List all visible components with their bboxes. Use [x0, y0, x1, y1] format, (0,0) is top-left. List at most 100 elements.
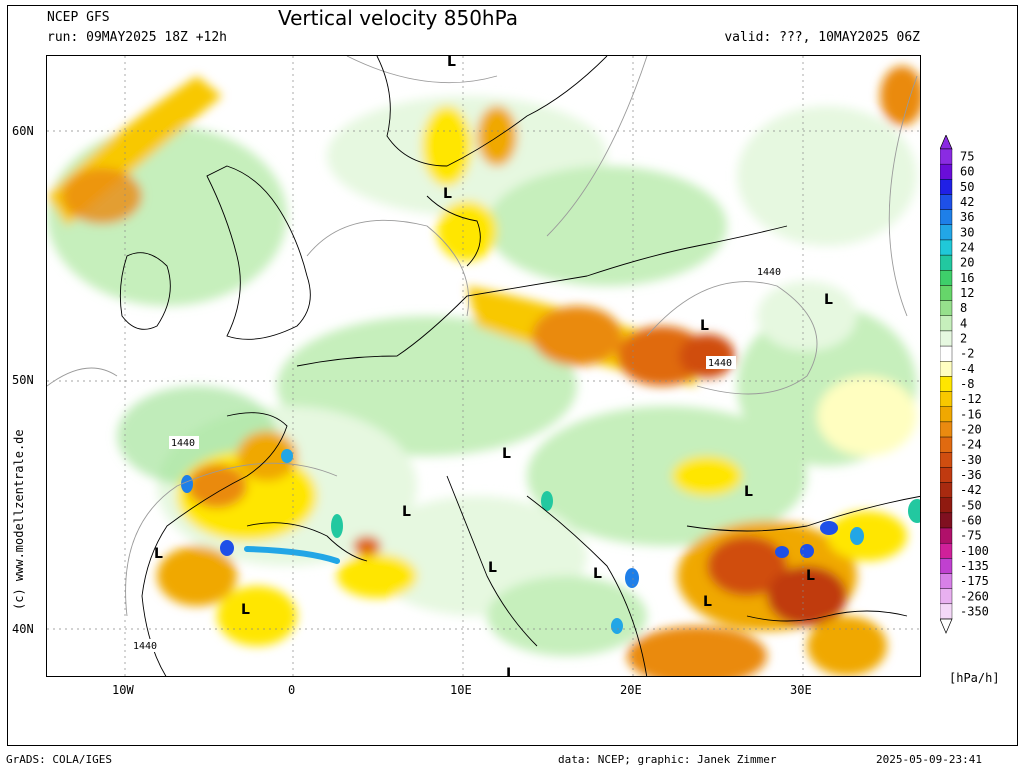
run-time: run: 09MAY2025 18Z +12h: [47, 30, 228, 45]
lat-label-50n: 50N: [12, 373, 34, 387]
coastlines: [119, 56, 920, 676]
footer-timestamp: 2025-05-09-23:41: [876, 753, 982, 766]
legend-label: -16: [960, 407, 982, 421]
legend-swatch: [939, 179, 953, 195]
legend-swatch: [939, 209, 953, 226]
lon-label-20e: 20E: [620, 683, 642, 697]
legend-scale: 75605042363024201612842-2-4-8-12-16-20-2…: [939, 134, 989, 634]
legend-label: -135: [960, 559, 989, 573]
legend-swatch: [939, 285, 953, 301]
footer-software: GrADS: COLA/IGES: [6, 753, 112, 766]
low-marker: L: [506, 666, 515, 677]
legend-swatch: [939, 194, 953, 210]
vertical-velocity-field: [47, 66, 920, 676]
low-marker: L: [402, 504, 411, 520]
low-marker: L: [824, 292, 833, 308]
legend-label: -24: [960, 438, 982, 452]
isohypse-label: 1440: [708, 358, 732, 369]
legend-swatch: [939, 436, 953, 453]
model-name: NCEP GFS: [47, 10, 110, 25]
legend-swatch: [939, 361, 953, 377]
legend-swatch: [939, 148, 953, 165]
legend-swatch: [939, 391, 953, 407]
legend-swatch: [939, 603, 953, 620]
isohypse-label: 1440: [757, 267, 781, 278]
legend-swatch: [939, 270, 953, 286]
legend-label: 4: [960, 316, 967, 330]
legend-label: 2: [960, 332, 967, 346]
legend-swatch: [939, 467, 953, 483]
legend-label: 36: [960, 210, 974, 224]
legend-arrow-top: [939, 134, 953, 150]
legend-label: 8: [960, 301, 967, 315]
low-marker: L: [447, 56, 456, 70]
legend-swatch: [939, 376, 953, 392]
legend-label: 50: [960, 180, 974, 194]
low-marker: L: [488, 560, 497, 576]
legend-label: -100: [960, 544, 989, 558]
low-marker: L: [154, 546, 163, 562]
valid-time: valid: ???, 10MAY2025 06Z: [724, 30, 920, 45]
legend-label: 60: [960, 165, 974, 179]
legend-swatch: [939, 497, 953, 514]
low-marker: L: [744, 484, 753, 500]
legend-swatch: [939, 421, 953, 438]
legend-label: -350: [960, 604, 989, 618]
isohypse-label: 1440: [133, 641, 157, 652]
low-marker: L: [593, 566, 602, 582]
legend-label: -2: [960, 347, 974, 361]
legend-swatch: [939, 406, 953, 423]
legend-swatch: [939, 224, 953, 241]
lon-label-10e: 10E: [450, 683, 472, 697]
legend-label: -30: [960, 453, 982, 467]
legend-swatch: [939, 345, 953, 362]
graticule: [47, 56, 920, 676]
map-canvas: 1440 1440 1440 1440 L L L L L L L L L L …: [47, 56, 920, 677]
legend-swatch: [939, 452, 953, 468]
lon-label-0: 0: [288, 683, 296, 697]
isohypses: [47, 56, 918, 617]
legend-label: -20: [960, 422, 982, 436]
legend-swatch: [939, 527, 953, 544]
legend-swatch: [939, 512, 953, 529]
legend-swatch: [939, 330, 953, 347]
legend-swatch: [939, 315, 953, 332]
ascent-cells: [181, 449, 920, 634]
legend-swatch: [939, 163, 953, 180]
legend-swatch: [939, 542, 953, 559]
footer-credits: data: NCEP; graphic: Janek Zimmer: [558, 753, 777, 766]
lon-label-30e: 30E: [790, 683, 812, 697]
low-marker: L: [241, 602, 250, 618]
legend-swatch: [939, 300, 953, 316]
legend-swatch: [939, 573, 953, 589]
legend-label: -50: [960, 498, 982, 512]
low-marker: L: [700, 318, 709, 334]
legend-label: 16: [960, 271, 974, 285]
legend-arrow-bottom: [939, 618, 953, 634]
legend-label: -42: [960, 483, 982, 497]
legend-label: 12: [960, 286, 974, 300]
legend-label: 75: [960, 150, 974, 164]
legend-label: -75: [960, 529, 982, 543]
side-credit: (c) www.modellzentrale.de: [12, 429, 26, 610]
legend-label: 42: [960, 195, 974, 209]
low-marker: L: [703, 594, 712, 610]
legend-swatch: [939, 588, 953, 605]
legend-unit: [hPa/h]: [949, 671, 1000, 685]
legend-swatch: [939, 254, 953, 271]
low-pressure-markers: L L L L L L L L L L L L L L: [154, 56, 833, 677]
isohypse-label: 1440: [171, 438, 195, 449]
legend-label: -175: [960, 574, 989, 588]
legend-label: -260: [960, 589, 989, 603]
color-legend: 75 60 50 42 36 30 24 20 16 12 8 4 2 -2 -4 -8 -12 -16 -20 -2…: [939, 134, 1020, 635]
legend-label: 24: [960, 241, 974, 255]
legend-label: -4: [960, 362, 974, 376]
legend-swatch: [939, 558, 953, 574]
legend-swatch: [939, 482, 953, 498]
plot-frame: [7, 5, 1018, 746]
legend-label: 20: [960, 256, 974, 270]
isohypse-labels: 1440 1440 1440 1440: [131, 265, 785, 652]
lat-label-60n: 60N: [12, 124, 34, 138]
legend-label: -36: [960, 468, 982, 482]
lat-label-40n: 40N: [12, 622, 34, 636]
